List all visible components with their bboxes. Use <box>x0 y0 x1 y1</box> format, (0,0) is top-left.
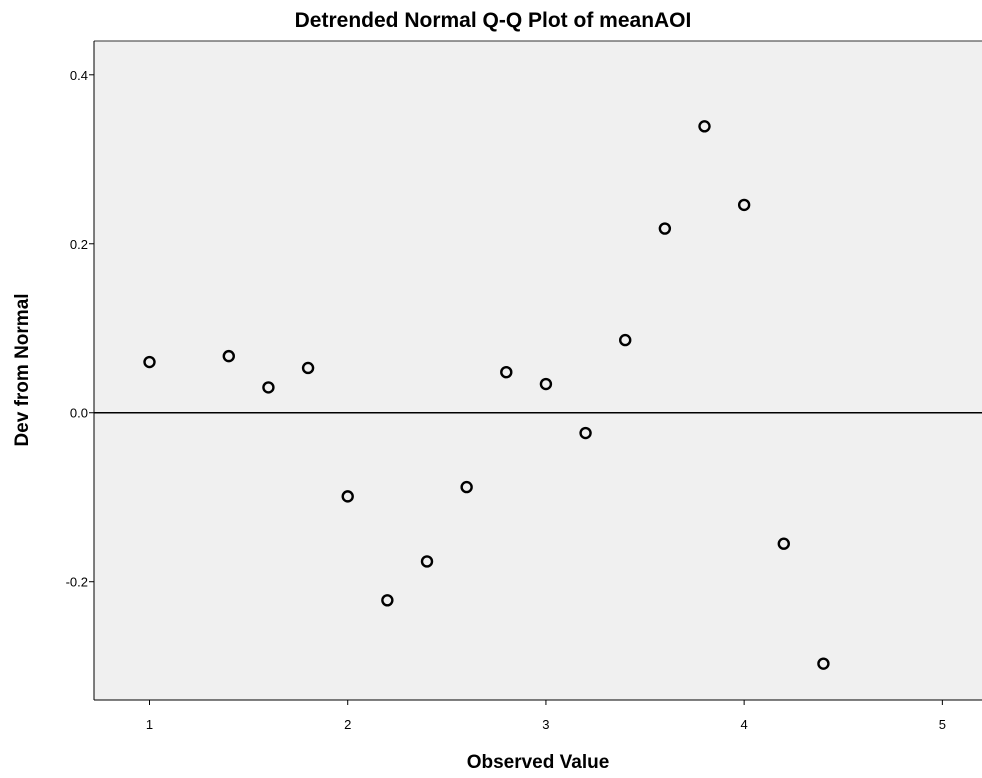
data-points <box>143 120 830 670</box>
x-axis-title: Observed Value <box>467 752 610 773</box>
y-tick-label: 0.4 <box>70 68 88 83</box>
chart-title: Detrended Normal Q-Q Plot of meanAOI <box>295 9 692 32</box>
data-point <box>817 657 830 670</box>
data-point <box>619 333 632 347</box>
data-point <box>143 355 156 369</box>
x-tick-label: 3 <box>542 717 549 732</box>
data-point <box>262 381 275 394</box>
y-tick-label: 0.0 <box>70 406 88 421</box>
data-point <box>381 594 394 607</box>
data-point <box>222 349 235 363</box>
data-point <box>698 120 711 133</box>
y-axis-ticks: -0.2 0.0 0.2 0.4 <box>66 68 94 590</box>
data-point <box>460 480 473 494</box>
x-axis-ticks: 1 2 3 4 5 <box>146 700 946 732</box>
y-axis-title: Dev from Normal <box>12 293 33 446</box>
x-tick-label: 5 <box>939 717 946 732</box>
x-tick-label: 4 <box>741 717 748 732</box>
data-point <box>737 198 751 212</box>
data-point <box>579 426 592 440</box>
y-tick-label: 0.2 <box>70 237 88 252</box>
data-point <box>341 490 354 503</box>
plot-area <box>94 41 982 700</box>
x-tick-label: 1 <box>146 717 153 732</box>
data-point <box>658 222 672 235</box>
data-point <box>500 365 513 379</box>
data-point <box>420 555 434 568</box>
x-tick-label: 2 <box>344 717 351 732</box>
data-point <box>539 377 553 391</box>
y-tick-label: -0.2 <box>66 575 88 590</box>
data-point <box>301 361 315 375</box>
data-point <box>777 537 790 550</box>
